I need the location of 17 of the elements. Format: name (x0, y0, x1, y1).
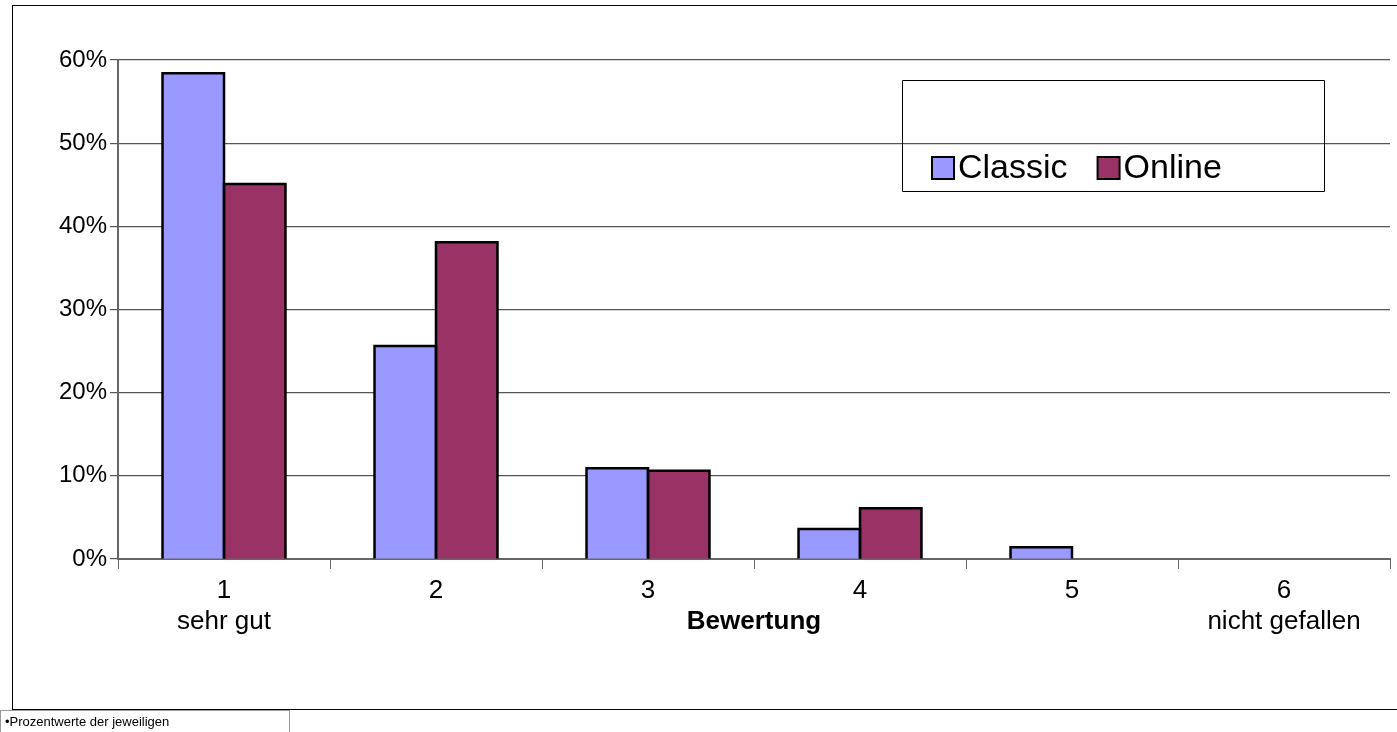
x-axis-title: Bewertung (686, 605, 822, 636)
y-tick-label: 60% (58, 44, 107, 72)
y-tick-label: 40% (58, 210, 107, 238)
x-tick-label: 1 sehr gut (177, 573, 272, 635)
y-tick-label: 0% (72, 543, 107, 571)
legend-label: Online (1123, 147, 1222, 186)
x-tick-label: 2 (428, 573, 444, 604)
x-tick-label: 4 (852, 573, 868, 604)
x-tick-label: 3 (640, 573, 656, 604)
y-tick-label: 30% (58, 294, 107, 322)
y-tick-label: 20% (58, 377, 107, 405)
y-tick-label: 10% (58, 460, 107, 488)
x-tick-label: 6 nicht gefallen (1207, 573, 1361, 635)
text: •Prozentwerte der jeweiligen (5, 714, 171, 729)
legend-label: Classic (958, 147, 1068, 186)
x-tick-label: 5 (1064, 573, 1080, 604)
y-tick-label: 50% (58, 127, 107, 155)
